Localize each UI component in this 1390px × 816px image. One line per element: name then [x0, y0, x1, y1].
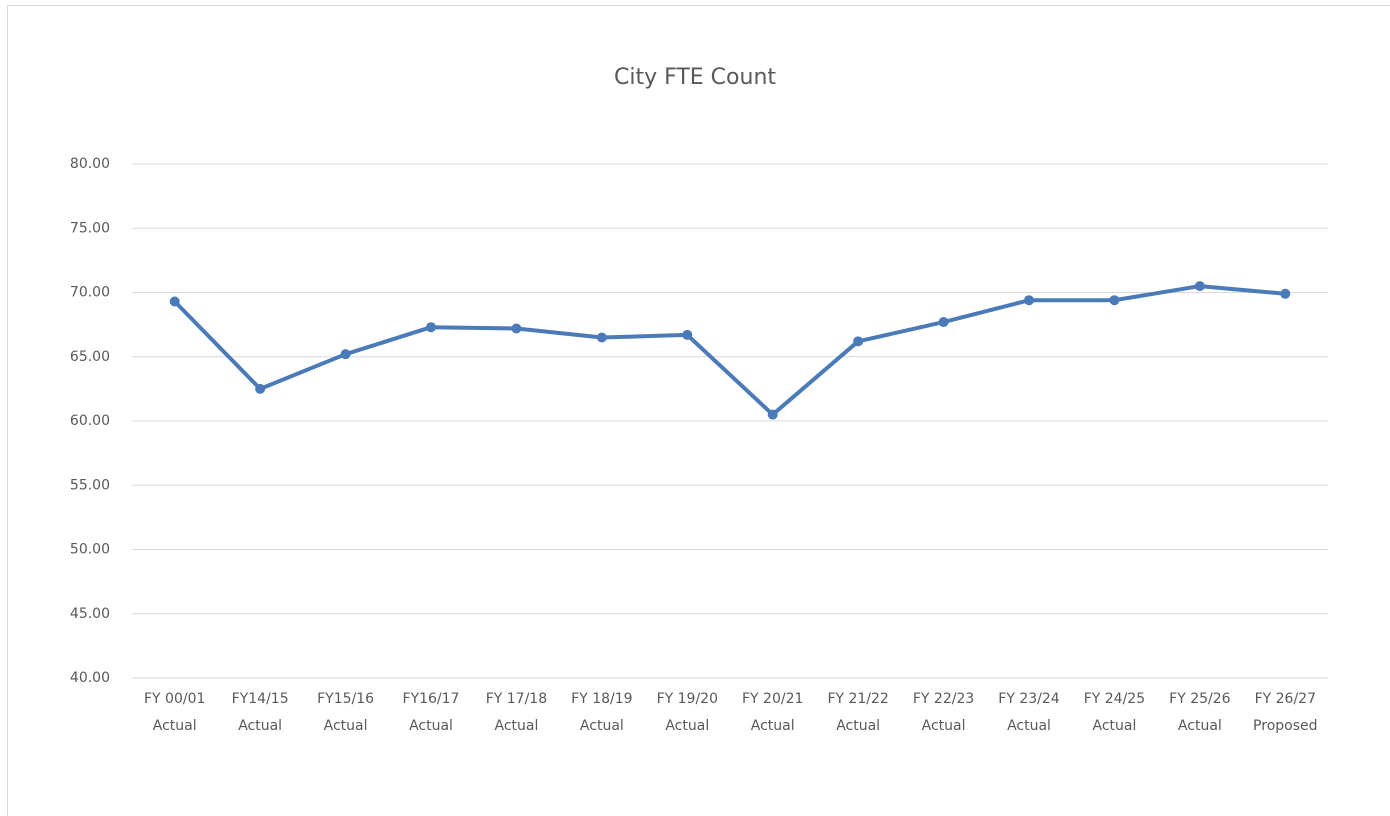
data-point	[511, 323, 522, 334]
data-point	[1024, 295, 1034, 306]
x-tick-label-line: Actual	[751, 718, 795, 734]
x-tick-label-line: FY 21/22	[827, 691, 888, 707]
y-tick-label: 75.00	[70, 220, 110, 236]
x-tick-label: FY15/16 Actual	[317, 691, 374, 734]
x-tick-label: FY 26/27 Proposed	[1253, 691, 1317, 734]
x-tick-label: FY 21/22 Actual	[827, 691, 888, 734]
data-point	[255, 383, 266, 394]
data-point	[853, 336, 864, 347]
x-tick-label-line: FY15/16	[317, 691, 374, 707]
x-tick-label-line: FY 19/20	[657, 691, 718, 707]
data-point	[682, 329, 693, 340]
x-tick-label-line: Actual	[238, 718, 282, 734]
x-tick-label: FY16/17 Actual	[403, 691, 460, 734]
x-tick-label-line: FY 17/18	[486, 691, 547, 707]
series-line	[173, 284, 1286, 417]
y-tick-label: 65.00	[70, 349, 110, 365]
y-tick-label: 50.00	[70, 542, 110, 558]
y-tick-label: 45.00	[70, 606, 110, 622]
y-tick-label: 55.00	[70, 477, 110, 493]
x-tick-label-line: Actual	[324, 718, 368, 734]
data-point	[169, 296, 180, 307]
x-tick-label-line: FY 26/27	[1255, 691, 1316, 707]
x-tick-label-line: Actual	[836, 718, 880, 734]
chart-title: City FTE Count	[614, 65, 776, 90]
x-tick-label-line: Actual	[494, 718, 538, 734]
x-tick-label-line: Proposed	[1253, 718, 1317, 734]
x-tick-label-line: FY 25/26	[1169, 691, 1230, 707]
x-tick-label: FY 24/25 Actual	[1084, 691, 1145, 734]
data-point	[1194, 281, 1205, 292]
data-point	[340, 349, 351, 360]
y-tick-label: 80.00	[70, 156, 110, 172]
x-tick-label-line: FY16/17	[403, 691, 460, 707]
x-tick-label-line: Actual	[665, 718, 709, 734]
x-tick-label-line: Actual	[153, 718, 197, 734]
x-tick-label-line: FY14/15	[232, 691, 289, 707]
y-tick-label: 40.00	[70, 670, 110, 686]
x-tick-label-line: Actual	[1178, 718, 1222, 734]
x-tick-label: FY 23/24 Actual	[998, 691, 1059, 734]
chart-frame	[7, 5, 1390, 816]
x-tick-label-line: FY 24/25	[1084, 691, 1145, 707]
x-tick-label: FY 18/19 Actual	[571, 691, 632, 734]
x-tick-label: FY 25/26 Actual	[1169, 691, 1230, 734]
x-tick-label: FY 22/23 Actual	[913, 691, 974, 734]
data-point	[767, 409, 778, 420]
x-tick-label-line: FY 00/01	[144, 691, 205, 707]
x-tick-label-line: Actual	[580, 718, 624, 734]
x-tick-label: FY 19/20 Actual	[657, 691, 718, 734]
x-tick-label-line: FY 20/21	[742, 691, 803, 707]
x-tick-label: FY 17/18 Actual	[486, 691, 547, 734]
x-tick-label-line: Actual	[922, 718, 966, 734]
data-point	[426, 322, 436, 333]
data-point	[1280, 288, 1291, 299]
y-tick-label: 60.00	[70, 413, 110, 429]
x-tick-label: FY 20/21 Actual	[742, 691, 803, 734]
x-tick-label-line: FY 22/23	[913, 691, 974, 707]
data-point	[938, 317, 949, 328]
x-tick-label: FY 00/01 Actual	[144, 691, 205, 734]
x-tick-label-line: Actual	[1092, 718, 1136, 734]
y-tick-label: 70.00	[70, 285, 110, 301]
x-tick-label-line: FY 18/19	[571, 691, 632, 707]
x-tick-label-line: Actual	[409, 718, 453, 734]
x-tick-label-line: FY 23/24	[998, 691, 1059, 707]
x-tick-label-line: Actual	[1007, 718, 1051, 734]
data-point	[596, 332, 607, 343]
x-tick-label: FY14/15 Actual	[232, 691, 289, 734]
data-point	[1109, 295, 1120, 306]
